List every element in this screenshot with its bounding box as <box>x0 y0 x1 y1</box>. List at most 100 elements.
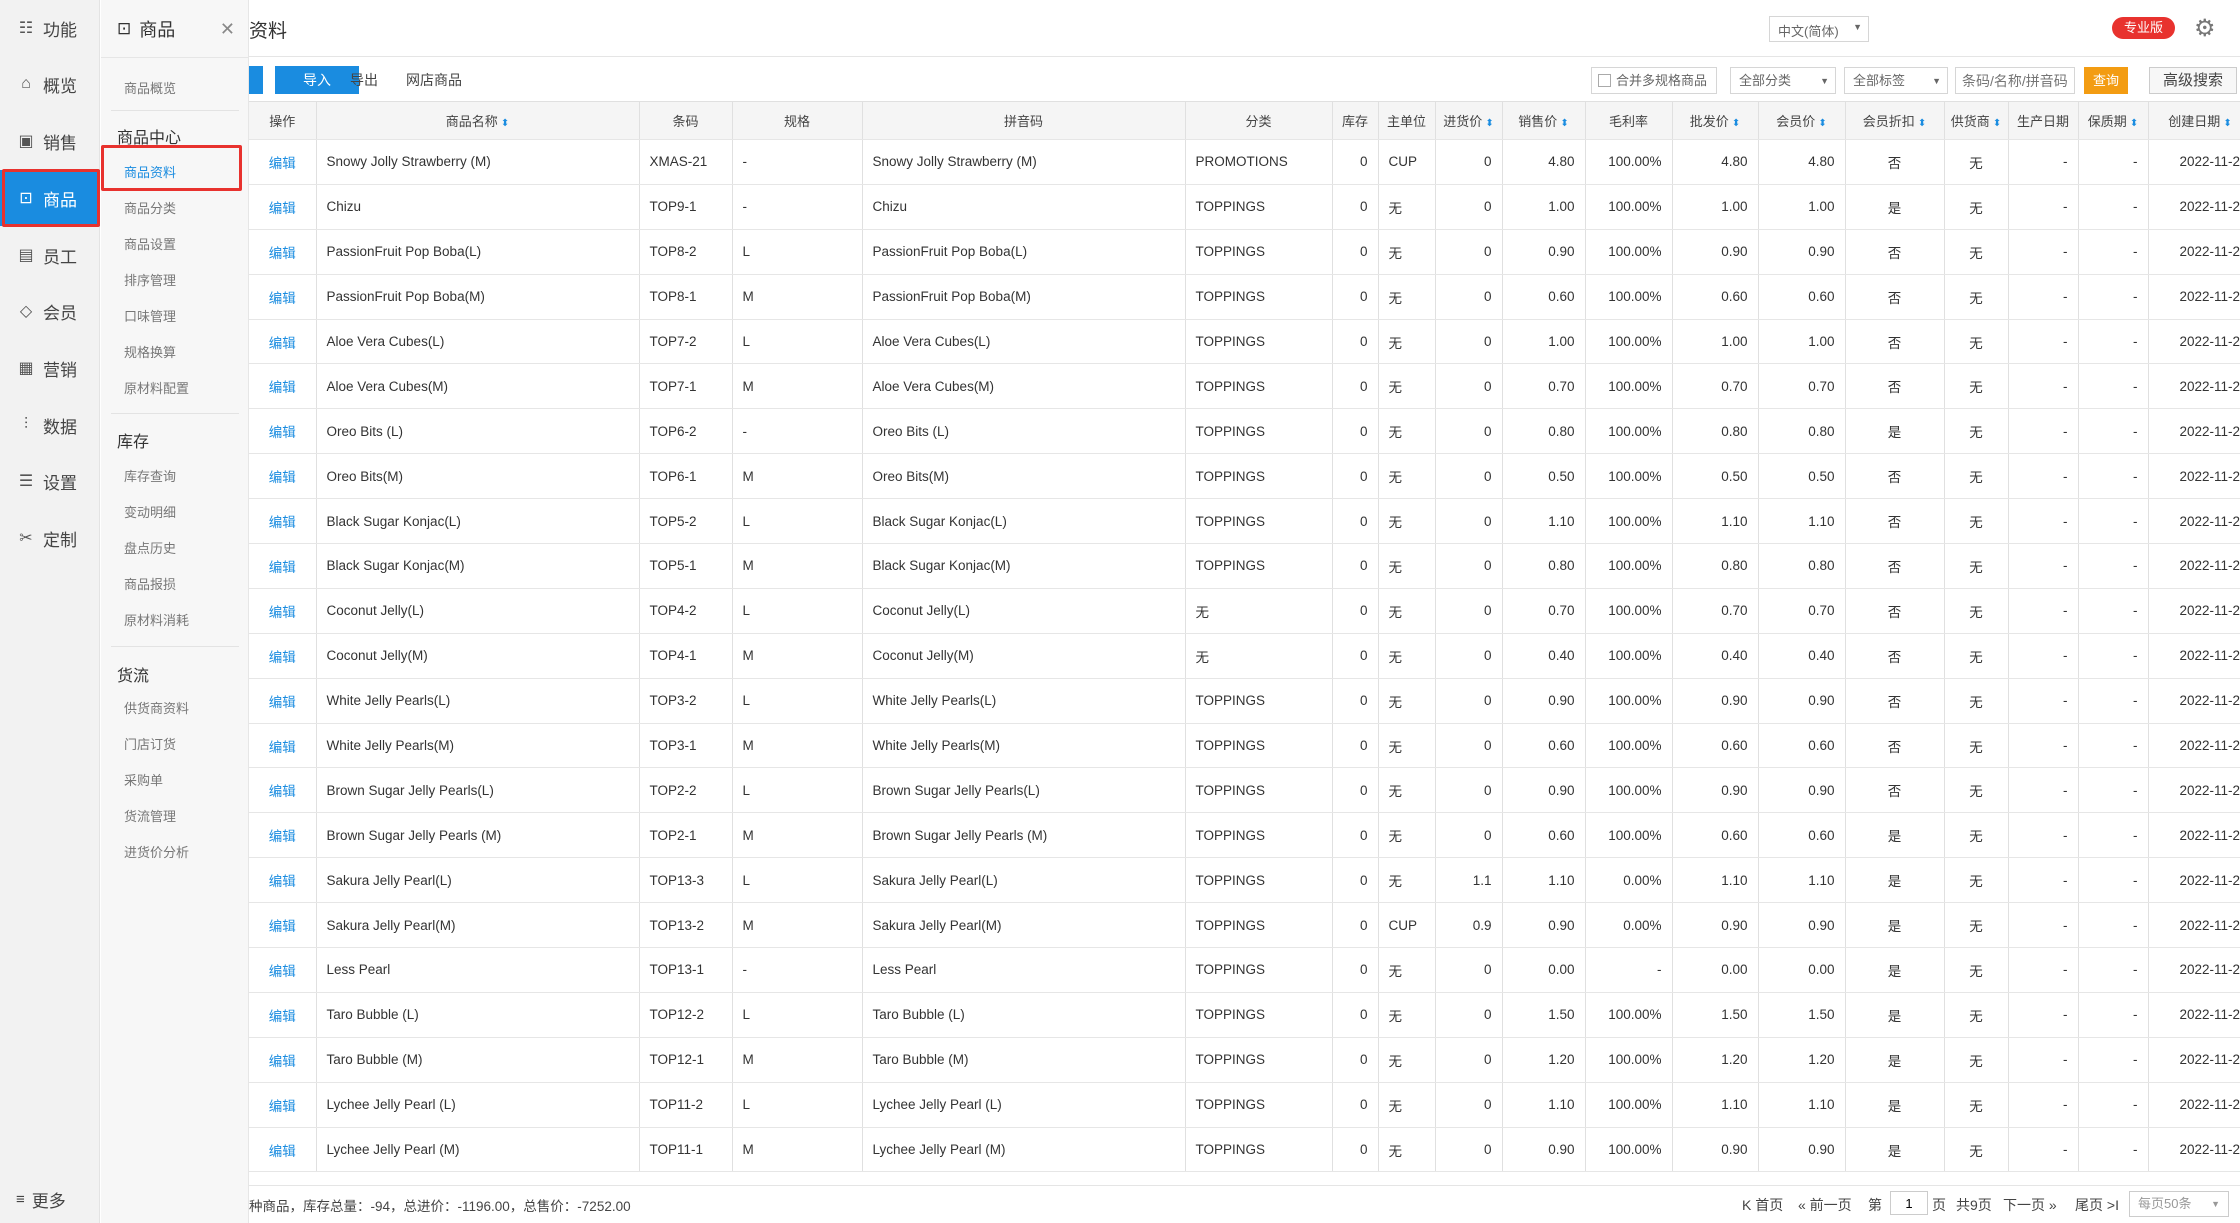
import-button[interactable]: 导入 <box>275 66 359 94</box>
sub-nav-item[interactable]: 盘点历史 <box>124 541 177 556</box>
sub-nav-item[interactable]: 口味管理 <box>124 309 177 324</box>
export-button[interactable]: 导出 <box>350 72 378 88</box>
sub-nav-item[interactable]: 采购单 <box>124 773 164 788</box>
column-header[interactable]: 供货商 ⬍ <box>1944 101 2009 140</box>
nav-item-products[interactable]: ⊡ 商品 <box>0 170 100 226</box>
nav-item-marketing[interactable]: ▦ 营销 <box>0 340 100 396</box>
column-header[interactable]: 进货价 ⬍ <box>1435 101 1503 140</box>
prev-page-button[interactable]: « 前一页 <box>1798 1197 1852 1213</box>
sub-nav-item[interactable]: 货流管理 <box>124 809 177 824</box>
nav-item-more[interactable]: ≡ 更多 <box>0 1175 100 1223</box>
gear-icon[interactable]: ⚙ <box>2194 15 2216 42</box>
checkbox-icon[interactable] <box>1598 74 1611 87</box>
edit-link[interactable]: 编辑 <box>249 1037 317 1083</box>
edit-link[interactable]: 编辑 <box>249 363 317 410</box>
product-table-container[interactable]: 操作 商品名称 ⬍ 条码 规格 拼音码 分类 库存 主单位 进货价 ⬍ 销售价 ⬍ 毛利率 批发价 ⬍ 会员价 ⬍… <box>249 101 2240 1173</box>
advanced-search-button[interactable]: 高级搜索 <box>2149 67 2237 94</box>
nav-item-functions[interactable]: ☷ 功能 <box>0 0 100 56</box>
edit-link[interactable]: 编辑 <box>249 902 317 949</box>
nav-item-overview[interactable]: ⌂ 概览 <box>0 56 100 112</box>
nav-item-sales[interactable]: ▣ 销售 <box>0 113 100 169</box>
sub-nav-item[interactable]: 门店订货 <box>124 737 177 752</box>
last-page-button[interactable]: 尾页 >I <box>2075 1197 2119 1213</box>
wholesale-price-cell: 1.00 <box>1672 184 1759 230</box>
edit-link[interactable]: 编辑 <box>249 812 317 859</box>
nav-item-data[interactable]: ⫶ 数据 <box>0 397 100 453</box>
first-page-button[interactable]: K 首页 <box>1742 1197 1784 1213</box>
edit-link[interactable]: 编辑 <box>249 633 317 679</box>
language-select[interactable]: 中文(简体) ▼ <box>1769 16 1869 42</box>
online-shop-products-button[interactable]: 网店商品 <box>406 72 462 88</box>
edit-link[interactable]: 编辑 <box>249 453 317 500</box>
nav-item-settings[interactable]: ☰ 设置 <box>0 453 100 509</box>
close-icon[interactable]: ✕ <box>219 19 235 39</box>
sub-nav-item[interactable]: 原材料配置 <box>124 381 190 396</box>
sub-nav-item[interactable]: 商品设置 <box>124 237 177 252</box>
edit-link[interactable]: 编辑 <box>249 229 317 275</box>
nav-item-custom[interactable]: ✂ 定制 <box>0 510 100 566</box>
wholesale-price-cell: 1.10 <box>1672 1082 1759 1128</box>
edit-link[interactable]: 编辑 <box>249 274 317 320</box>
category-filter-select[interactable]: 全部分类 ▼ <box>1730 67 1836 94</box>
column-header[interactable]: 会员价 ⬍ <box>1758 101 1846 140</box>
edit-link[interactable]: 编辑 <box>249 678 317 724</box>
edit-link[interactable]: 编辑 <box>249 319 317 365</box>
edit-link[interactable]: 编辑 <box>249 1082 317 1128</box>
new-button-partial[interactable] <box>249 66 263 94</box>
column-header[interactable]: 销售价 ⬍ <box>1502 101 1586 140</box>
sub-nav-item[interactable]: 库存查询 <box>124 469 177 484</box>
edit-link[interactable]: 编辑 <box>249 857 317 904</box>
tag-filter-select[interactable]: 全部标签 ▼ <box>1844 67 1948 94</box>
sub-nav-item[interactable]: 原材料消耗 <box>124 613 190 628</box>
page-size-select[interactable]: 每页50条 ▼ <box>2129 1191 2229 1217</box>
edit-link[interactable]: 编辑 <box>249 1127 317 1173</box>
nav-item-staff[interactable]: ▤ 员工 <box>0 227 100 283</box>
sort-icon[interactable]: ⬍ <box>2129 118 2139 129</box>
edit-link[interactable]: 编辑 <box>249 498 317 545</box>
next-page-button[interactable]: 下一页 » <box>2003 1197 2057 1213</box>
sub-nav-item[interactable]: 排序管理 <box>124 273 177 288</box>
sub-nav-item[interactable]: 商品分类 <box>124 201 177 216</box>
sub-nav-item[interactable]: 供货商资料 <box>124 701 190 716</box>
search-input[interactable] <box>1955 67 2075 94</box>
edit-link[interactable]: 编辑 <box>249 184 317 230</box>
sort-icon[interactable]: ⬍ <box>1992 118 2002 129</box>
edit-link[interactable]: 编辑 <box>249 767 317 814</box>
sub-nav-item[interactable]: 规格换算 <box>124 345 177 360</box>
sub-nav-item[interactable]: 进货价分析 <box>124 845 190 860</box>
sub-nav-item[interactable]: 变动明细 <box>124 505 177 520</box>
edit-link[interactable]: 编辑 <box>249 408 317 455</box>
sub-item-overview[interactable]: 商品概览 <box>124 81 177 96</box>
column-header[interactable]: 会员折扣 ⬍ <box>1845 101 1945 140</box>
edit-link[interactable]: 编辑 <box>249 543 317 589</box>
sort-icon[interactable]: ⬍ <box>1485 118 1494 129</box>
edit-link[interactable]: 编辑 <box>249 723 317 769</box>
sort-icon[interactable]: ⬍ <box>1731 118 1741 129</box>
sort-icon[interactable]: ⬍ <box>1560 118 1569 129</box>
product-icon: ⊡ <box>117 18 132 38</box>
column-header[interactable]: 批发价 ⬍ <box>1672 101 1759 140</box>
margin-cell: 100.00% <box>1585 274 1673 320</box>
column-header-label: 分类 <box>1245 114 1272 129</box>
column-header[interactable]: 保质期 ⬍ <box>2078 101 2149 140</box>
nav-item-members[interactable]: ◇ 会员 <box>0 283 100 339</box>
sub-nav-item[interactable]: 商品报损 <box>124 577 177 592</box>
sub-nav-item[interactable]: 商品资料 <box>124 165 177 180</box>
query-button[interactable]: 查询 <box>2084 67 2128 94</box>
edit-link[interactable]: 编辑 <box>249 947 317 993</box>
sort-icon[interactable]: ⬍ <box>1818 118 1827 129</box>
merge-variants-checkbox[interactable]: 合并多规格商品 <box>1591 67 1717 94</box>
column-header[interactable]: 商品名称 ⬍ <box>316 101 640 140</box>
page-number-input[interactable] <box>1890 1191 1928 1215</box>
sort-icon[interactable]: ⬍ <box>1917 118 1927 129</box>
barcode-cell: TOP2-1 <box>639 812 733 859</box>
column-header: 规格 <box>732 101 863 140</box>
unit-cell: 无 <box>1378 678 1436 724</box>
pinyin-cell: PassionFruit Pop Boba(L) <box>862 229 1186 275</box>
column-header[interactable]: 创建日期 ⬍ <box>2148 101 2240 140</box>
edit-link[interactable]: 编辑 <box>249 139 317 185</box>
sort-icon[interactable]: ⬍ <box>2223 118 2232 129</box>
sort-icon[interactable]: ⬍ <box>500 118 510 129</box>
edit-link[interactable]: 编辑 <box>249 588 317 634</box>
edit-link[interactable]: 编辑 <box>249 992 317 1038</box>
